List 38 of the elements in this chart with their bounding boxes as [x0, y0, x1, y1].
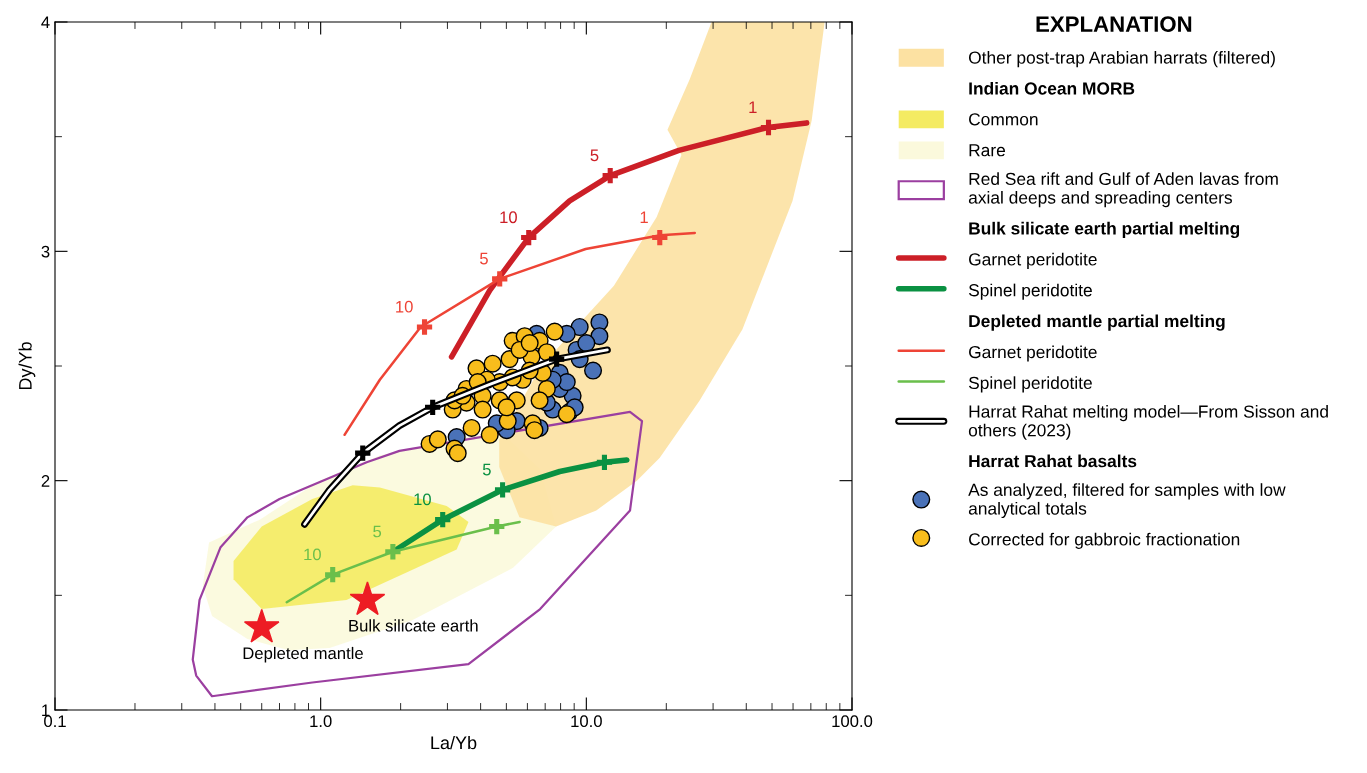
legend-label: Rare — [969, 144, 1006, 157]
legend-label: Spinel peridotite — [968, 283, 1092, 300]
legend-label: Other post-trap Arabian harrats (filtered) — [968, 51, 1275, 68]
annotation: 5 — [373, 525, 382, 538]
legend-label: Common — [969, 113, 1038, 126]
legend-label: Red Sea rift and Gulf of Aden lavas from axial deeps and spreading centers — [968, 172, 1278, 208]
y-tick-label: 1 — [42, 704, 50, 717]
legend-label: Garnet peridotite — [969, 252, 1097, 269]
legend-label: As analyzed, filtered for samples with low analytical totals — [968, 483, 1286, 519]
x-tick-label: 0.1 — [44, 715, 66, 728]
text: Depleted mantle partial melting — [969, 314, 1225, 331]
text: Bulk silicate earth partial melting — [969, 221, 1240, 239]
y-tick-label: 4 — [41, 16, 50, 29]
annotation: Bulk silicate earth — [349, 619, 478, 632]
x-axis-title: La/Yb — [431, 735, 477, 750]
annotation: 1 — [749, 101, 757, 113]
legend-label: Garnet peridotite — [969, 345, 1097, 362]
annotation: 10 — [396, 300, 413, 313]
annotation: 5 — [482, 463, 491, 476]
legend-label: Spinel peridotite — [968, 376, 1092, 393]
annotation: 1 — [640, 211, 648, 223]
annotation: Depleted mantle — [243, 646, 363, 663]
text: Harrat Rahat basalts — [969, 454, 1137, 468]
annotation: 5 — [480, 252, 488, 265]
annotation: 10 — [414, 493, 431, 506]
annotation: 10 — [304, 548, 321, 561]
legend-label: Harrat Rahat melting model—From Sisson and others (2023) — [968, 404, 1328, 440]
annotation: 5 — [590, 149, 599, 162]
x-tick-label: 100.0 — [832, 715, 873, 728]
x-tick-label: 1.0 — [310, 715, 332, 728]
text: Indian Ocean MORB — [969, 81, 1135, 95]
legend-label: Corrected for gabbroic fractionation — [969, 532, 1240, 549]
x-tick-label: 10.0 — [571, 715, 602, 728]
legend-title: EXPLANATION — [1036, 16, 1192, 32]
annotation: 10 — [500, 211, 517, 224]
y-tick-label: 3 — [41, 245, 50, 258]
y-tick-label: 2 — [41, 475, 50, 487]
y-axis-title: Dy/Yb — [18, 342, 36, 390]
